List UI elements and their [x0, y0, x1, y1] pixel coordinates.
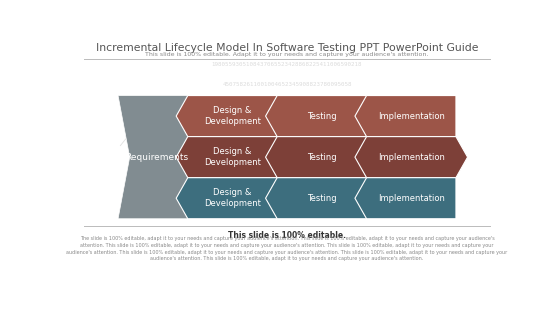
Text: Design &
Development: Design & Development: [204, 106, 261, 126]
Polygon shape: [355, 95, 456, 137]
Polygon shape: [176, 95, 289, 137]
Text: 450758261100100465234590882378: 450758261100100465234590882378: [235, 183, 339, 187]
Polygon shape: [265, 137, 378, 178]
Polygon shape: [355, 137, 468, 178]
Text: The slide is 100% editable, adapt it to your needs and capture your audience's a: The slide is 100% editable, adapt it to …: [67, 237, 507, 261]
Text: Testing: Testing: [307, 153, 337, 162]
Text: 4507582611001004652345908823780095058: 4507582611001004652345908823780095058: [222, 83, 352, 88]
Polygon shape: [176, 137, 289, 178]
Text: This slide is 100% editable. Adapt it to your needs and capture your audience's : This slide is 100% editable. Adapt it to…: [145, 52, 429, 57]
Text: 198055930510843706552342886822: 198055930510843706552342886822: [235, 203, 339, 208]
Text: 1060577003045217895643210987654: 1060577003045217895643210987654: [233, 163, 341, 168]
Text: 4578300123987654321098765432109: 4578300123987654321098765432109: [233, 142, 341, 147]
Text: This slide is 100% editable.: This slide is 100% editable.: [228, 231, 346, 240]
Polygon shape: [265, 178, 378, 219]
Text: Testing: Testing: [307, 112, 337, 121]
Text: Requirements: Requirements: [125, 153, 188, 162]
Polygon shape: [118, 95, 199, 219]
Text: Testing: Testing: [307, 194, 337, 203]
Text: 1060577003045217895643210987654321: 1060577003045217895643210987654321: [227, 123, 347, 128]
Text: Design &
Development: Design & Development: [204, 188, 261, 208]
Text: 1980559305108437065523428868225411006590218: 1980559305108437065523428868225411006590…: [212, 62, 362, 67]
Text: Implementation: Implementation: [378, 112, 445, 121]
Polygon shape: [355, 178, 456, 219]
Text: Implementation: Implementation: [378, 153, 445, 162]
Text: 723176100551948632001023098765123456: 723176100551948632001023098765123456: [224, 102, 350, 107]
Polygon shape: [176, 178, 289, 219]
Text: Incremental Lifecycle Model In Software Testing PPT PowerPoint Guide: Incremental Lifecycle Model In Software …: [96, 43, 478, 53]
Text: Implementation: Implementation: [378, 194, 445, 203]
Polygon shape: [265, 95, 378, 137]
Text: Design &
Development: Design & Development: [204, 147, 261, 167]
